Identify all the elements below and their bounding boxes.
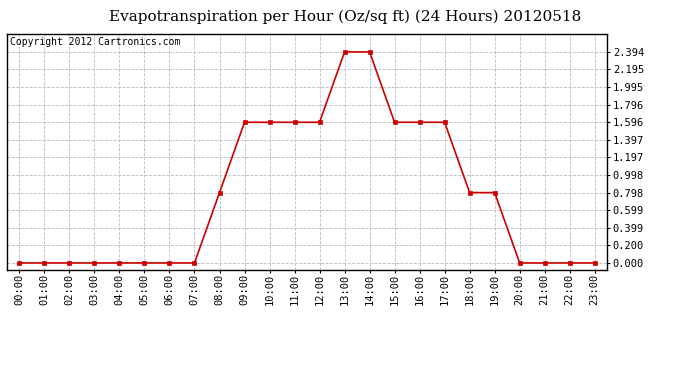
Text: Copyright 2012 Cartronics.com: Copyright 2012 Cartronics.com (10, 37, 180, 47)
Text: Evapotranspiration per Hour (Oz/sq ft) (24 Hours) 20120518: Evapotranspiration per Hour (Oz/sq ft) (… (109, 9, 581, 24)
